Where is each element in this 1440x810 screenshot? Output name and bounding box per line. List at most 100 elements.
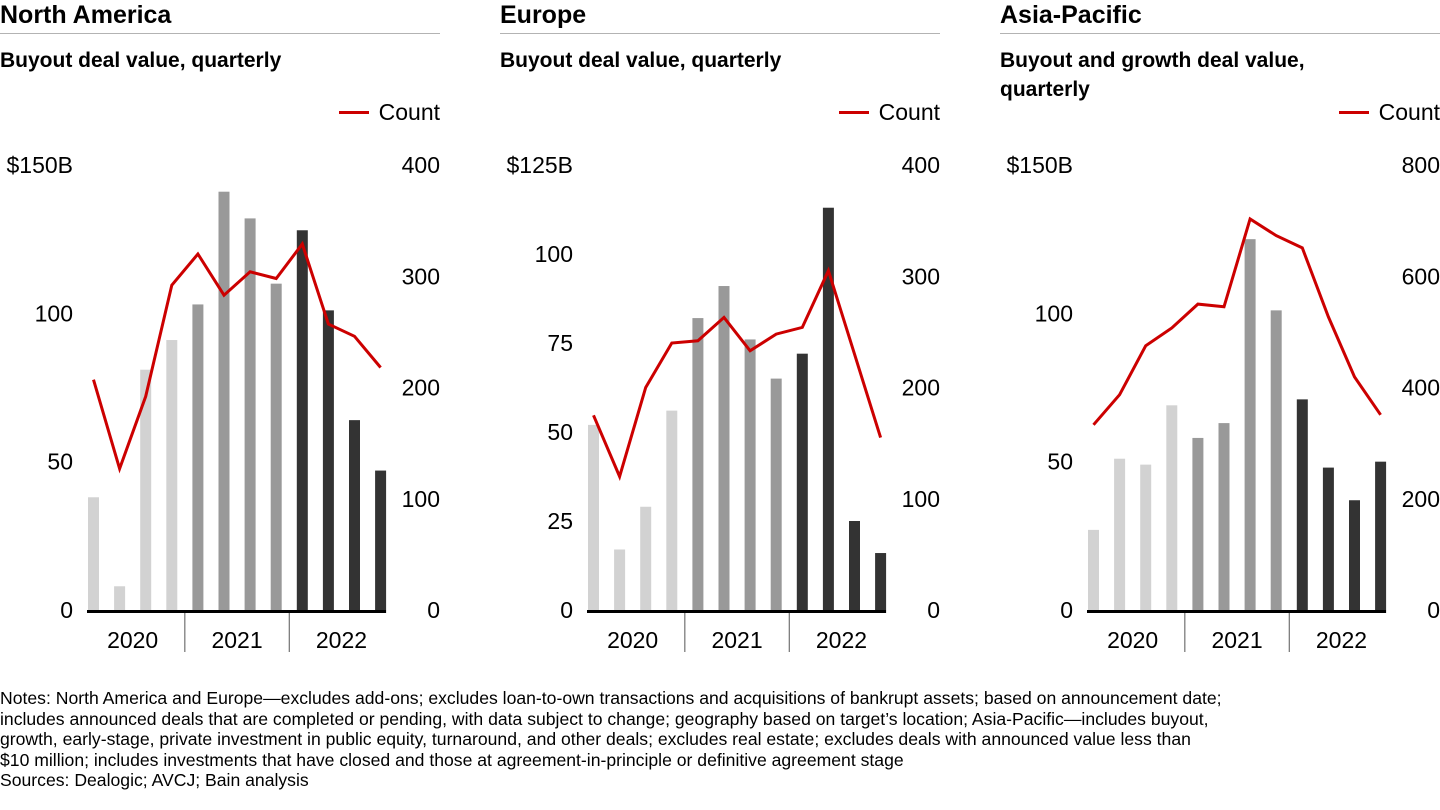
- panel-title: North America: [0, 1, 172, 29]
- notes-line: Notes: North America and Europe—excludes…: [0, 688, 1222, 708]
- legend-label: Count: [1378, 98, 1440, 125]
- bar-deal-value: [1192, 437, 1204, 610]
- y-tick-label-left: 25: [547, 508, 573, 534]
- x-year-label: 2020: [1107, 627, 1158, 653]
- x-year-label: 2021: [711, 627, 762, 653]
- chart-europe: 0 25 50 75 100 $125B 0 100 200 300 400 2020 2021 2022: [506, 152, 940, 653]
- bar-deal-value: [1375, 461, 1387, 610]
- x-year-label: 2020: [607, 627, 658, 653]
- y-tick-label-right: 0: [927, 597, 940, 623]
- y-tick-label-left: 75: [547, 330, 573, 356]
- y-tick-label-left: 50: [547, 419, 573, 445]
- chart-subtitle: Buyout deal value, quarterly: [500, 49, 782, 72]
- bar-deal-value: [718, 286, 730, 610]
- sources-line: Sources: Dealogic; AVCJ; Bain analysis: [0, 770, 309, 791]
- bar-deal-value: [744, 339, 756, 610]
- bar-deal-value: [822, 207, 834, 610]
- bar-deal-value: [218, 191, 230, 610]
- count-line: [1092, 216, 1382, 426]
- bar-deal-value: [666, 410, 678, 610]
- bar-deal-value: [244, 218, 256, 610]
- y-tick-label-left: 100: [1035, 300, 1073, 326]
- chart-subtitle: Buyout and growth deal value, quarterly: [1000, 49, 1305, 101]
- x-year-label: 2021: [211, 627, 262, 653]
- notes-line: growth, early-stage, private investment …: [0, 729, 1191, 750]
- x-year-label: 2022: [316, 627, 367, 653]
- y-tick-label-right: 600: [1402, 263, 1440, 289]
- bar-deal-value: [849, 521, 860, 610]
- y-tick-label-right: 200: [402, 375, 440, 401]
- bar-deal-value: [796, 353, 808, 610]
- bar-deal-value: [1322, 467, 1334, 610]
- bar-deal-value: [375, 470, 387, 610]
- x-year-label: 2021: [1211, 627, 1262, 653]
- x-year-label: 2020: [107, 627, 158, 653]
- y-tick-label-right: 800: [1402, 152, 1440, 178]
- chart-north-america: 0 50 100 $150B 0 100 200 300 400 2020 2021 2022: [6, 152, 440, 653]
- y-tick-label-right: 400: [402, 152, 440, 178]
- chart-subtitle: Buyout deal value, quarterly: [0, 49, 282, 72]
- y-tick-label-right: 100: [902, 486, 940, 512]
- y-tick-label-left: 0: [1060, 597, 1073, 623]
- legend-line-swatch: [338, 110, 369, 114]
- y-tick-label-left: 0: [560, 597, 573, 623]
- y-tick-label-left: 100: [535, 241, 573, 267]
- x-year-label: 2022: [816, 627, 867, 653]
- panel-europe: Europe Buyout deal value, quarterly Coun…: [500, 0, 940, 670]
- count-line: [92, 240, 382, 474]
- panel-title: Asia-Pacific: [1000, 1, 1142, 29]
- notes-line: $10 million; includes investments that h…: [0, 749, 904, 770]
- bar-deal-value: [614, 549, 626, 610]
- legend: Count: [338, 98, 440, 126]
- bar-deal-value: [270, 283, 282, 610]
- bar-deal-value: [640, 506, 652, 610]
- panel-asia-pacific: Asia-Pacific Buyout and growth deal valu…: [1000, 0, 1440, 670]
- legend-label: Count: [378, 98, 440, 125]
- bar-deal-value: [692, 318, 704, 610]
- legend-line-swatch: [1338, 110, 1369, 114]
- title-divider: [500, 33, 940, 34]
- title-divider: [0, 33, 440, 34]
- bar-deal-value: [140, 369, 152, 610]
- y-tick-label-right: 400: [902, 152, 940, 178]
- y-tick-label-left: 0: [60, 597, 73, 623]
- legend-line-swatch: [838, 110, 869, 114]
- bar-deal-value: [1140, 464, 1152, 610]
- panel-north-america: North America Buyout deal value, quarter…: [0, 0, 440, 670]
- bar-deal-value: [296, 230, 308, 610]
- bar-deal-value: [1114, 458, 1126, 610]
- bar-deal-value: [349, 420, 360, 610]
- y-tick-label-left: 50: [1047, 449, 1073, 475]
- y-tick-label-right: 0: [1427, 597, 1440, 623]
- y-tick-label-left: $150B: [1006, 152, 1073, 178]
- count-line: [592, 266, 883, 481]
- bar-deal-value: [1244, 239, 1256, 610]
- y-tick-label-left: $125B: [506, 152, 573, 178]
- bar-deal-value: [322, 310, 334, 610]
- bar-deal-value: [770, 378, 782, 610]
- y-tick-label-right: 200: [902, 375, 940, 401]
- chart-notes: Notes: North America and Europe—excludes…: [0, 688, 1440, 791]
- bar-deal-value: [192, 304, 204, 610]
- x-year-label: 2022: [1316, 627, 1367, 653]
- bar-deal-value: [588, 424, 599, 610]
- bar-deal-value: [114, 586, 126, 610]
- y-tick-label-left: $150B: [6, 152, 73, 178]
- y-tick-label-right: 100: [402, 486, 440, 512]
- y-tick-label-right: 300: [902, 263, 940, 289]
- y-tick-label-left: 50: [47, 449, 73, 475]
- bar-deal-value: [1088, 529, 1099, 610]
- legend-label: Count: [878, 98, 940, 125]
- legend: Count: [1338, 98, 1440, 126]
- bar-deal-value: [875, 553, 887, 610]
- y-tick-label-left: 100: [35, 300, 73, 326]
- legend: Count: [838, 98, 940, 126]
- chart-asia-pacific: 0 50 100 $150B 0 200 400 600 800 2020 2021 2022: [1006, 152, 1440, 653]
- y-tick-label-right: 200: [1402, 486, 1440, 512]
- title-divider: [1000, 33, 1440, 34]
- bar-deal-value: [166, 340, 178, 610]
- bar-deal-value: [1166, 405, 1178, 610]
- bar-deal-value: [1296, 399, 1308, 610]
- bar-deal-value: [1270, 310, 1282, 610]
- y-tick-label-right: 400: [1402, 375, 1440, 401]
